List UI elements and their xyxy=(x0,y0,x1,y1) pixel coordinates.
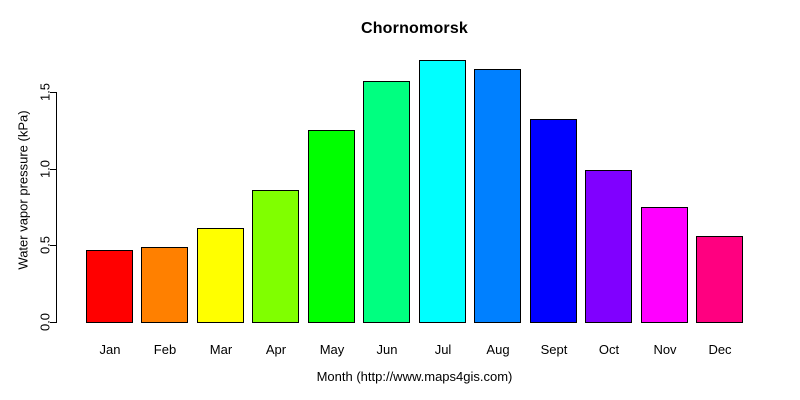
bar-sept xyxy=(530,119,577,323)
y-tick-mark-1.5 xyxy=(50,92,57,93)
x-tick-label-jul: Jul xyxy=(434,342,452,357)
x-tick-label-sept: Sept xyxy=(540,342,568,357)
x-tick-label-feb: Feb xyxy=(153,342,177,357)
bar-jan xyxy=(86,250,133,323)
x-tick-label-dec: Dec xyxy=(708,342,732,357)
y-tick-mark-0.0 xyxy=(50,322,57,323)
y-tick-mark-0.5 xyxy=(50,245,57,246)
bar-dec xyxy=(696,236,743,323)
bar-nov xyxy=(641,207,688,323)
x-tick-label-nov: Nov xyxy=(653,342,677,357)
x-tick-label-apr: Apr xyxy=(265,342,287,357)
y-axis-line xyxy=(56,92,57,323)
x-tick-label-jun: Jun xyxy=(376,342,398,357)
bar-mar xyxy=(197,228,244,323)
bar-feb xyxy=(141,247,188,323)
y-axis-label: Water vapor pressure (kPa) xyxy=(15,110,31,270)
bar-jul xyxy=(419,60,466,323)
bar-oct xyxy=(585,170,632,323)
x-tick-label-jan: Jan xyxy=(99,342,121,357)
y-tick-label-0.0: 0.0 xyxy=(37,312,53,332)
chart-title: Chornomorsk xyxy=(360,20,469,37)
x-tick-label-aug: Aug xyxy=(486,342,510,357)
x-tick-label-oct: Oct xyxy=(598,342,620,357)
x-tick-label-may: May xyxy=(319,342,345,357)
y-tick-label-0.5: 0.5 xyxy=(37,235,53,255)
y-tick-mark-1.0 xyxy=(50,169,57,170)
x-axis-label: Month (http://www.maps4gis.com) xyxy=(316,369,513,384)
bar-aug xyxy=(474,69,521,323)
y-tick-label-1.5: 1.5 xyxy=(37,82,53,102)
bar-jun xyxy=(363,81,410,323)
y-tick-label-1.0: 1.0 xyxy=(37,159,53,179)
bar-apr xyxy=(252,190,299,323)
bar-may xyxy=(308,130,355,323)
x-tick-label-mar: Mar xyxy=(209,342,233,357)
